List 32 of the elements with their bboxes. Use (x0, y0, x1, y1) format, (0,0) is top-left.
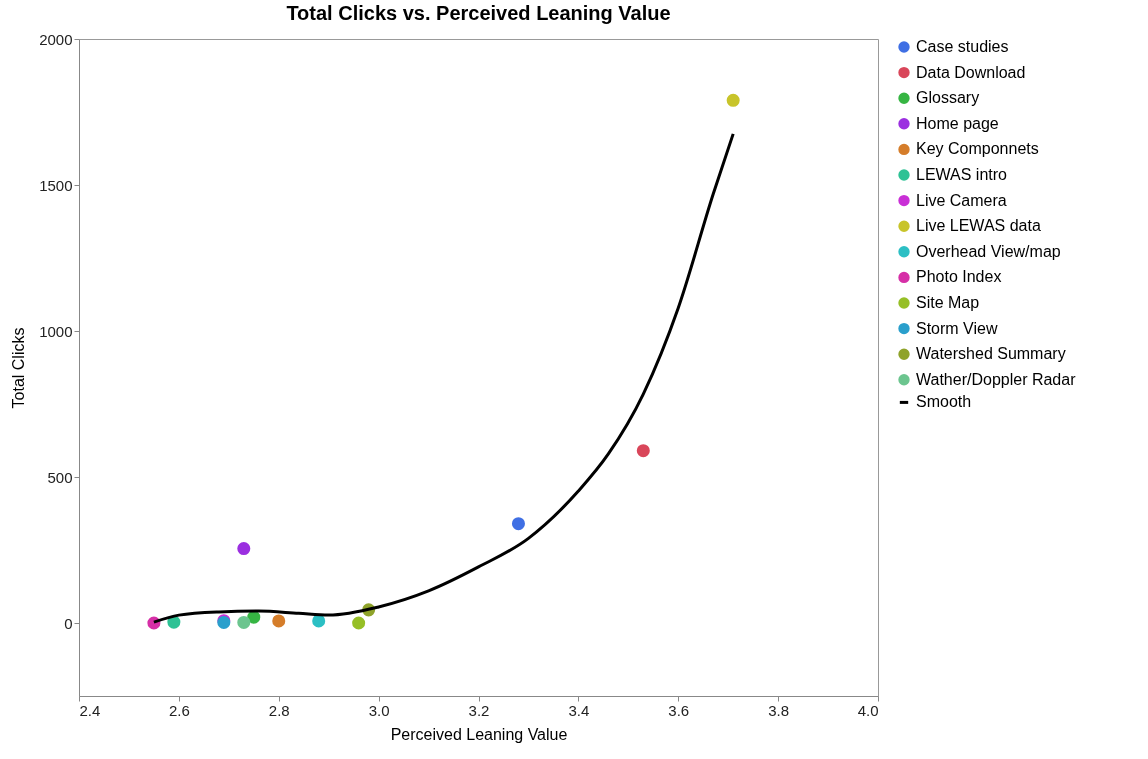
legend-label: Live LEWAS data (916, 217, 1041, 235)
legend-label: Home page (916, 114, 999, 132)
x-tick-label: 4.0 (857, 701, 879, 719)
legend-label: Storm View (916, 319, 998, 337)
y-axis-title: Total Clicks (10, 327, 28, 409)
x-tick-label: 2.4 (79, 701, 101, 719)
y-tick-label: 1500 (39, 176, 73, 194)
legend-label: Glossary (916, 89, 980, 107)
x-tick-label: 3.4 (568, 701, 590, 719)
y-tick-label: 2000 (39, 30, 73, 48)
y-tick-label: 0 (64, 614, 73, 632)
legend-label: Photo Index (916, 268, 1002, 286)
legend-label: Key Componnets (916, 140, 1039, 158)
x-tick-label: 3.6 (668, 701, 690, 719)
x-tick-label: 3.0 (368, 701, 390, 719)
x-tick-label: 2.8 (268, 701, 290, 719)
x-tick-label: 3.2 (468, 701, 490, 719)
legend-label: Case studies (916, 38, 1009, 55)
legend-label: Watershed Summary (916, 345, 1066, 363)
legend-label: Live Camera (916, 191, 1007, 209)
legend-label: Overhead View/map (916, 242, 1061, 260)
x-tick-label: 3.8 (768, 701, 790, 719)
legend-label: Site Map (916, 294, 980, 311)
x-axis-title: Perceived Leaning Value (390, 725, 568, 743)
x-tick-label: 2.6 (168, 701, 190, 719)
legend-label: Smooth (916, 393, 972, 411)
y-tick-label: 1000 (39, 322, 73, 340)
chart-title: Total Clicks vs. Perceived Leaning Value (286, 2, 671, 24)
legend-label: LEWAS intro (916, 166, 1008, 183)
legend-label: Data Download (916, 63, 1026, 81)
legend-label: Wather/Doppler Radar (916, 370, 1077, 388)
y-tick-label: 500 (47, 468, 73, 486)
